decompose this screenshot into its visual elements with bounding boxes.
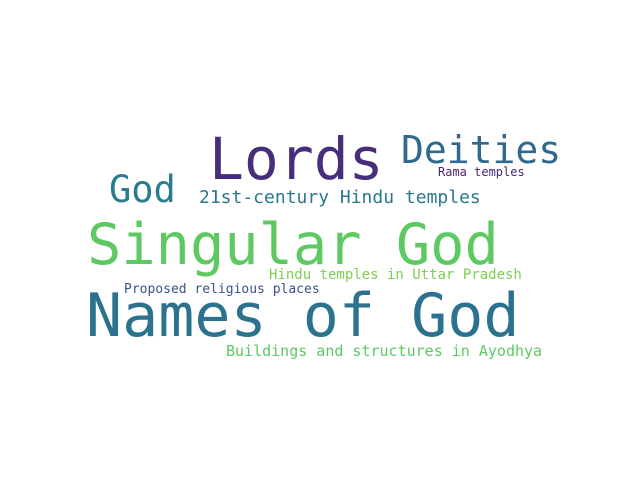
word-rama-temples: Rama temples [438, 165, 525, 179]
word-proposed-religious-places: Proposed religious places [124, 282, 320, 297]
word-21st-century-hindu-temples: 21st-century Hindu temples [199, 187, 481, 208]
word-hindu-temples-in-uttar-pradesh: Hindu temples in Uttar Pradesh [269, 267, 522, 283]
word-god: God [109, 168, 176, 211]
word-deities: Deities [401, 128, 562, 172]
word-singular-god: Singular God [87, 212, 499, 278]
word-names-of-god: Names of God [86, 281, 520, 351]
word-lords: Lords [209, 125, 384, 193]
word-buildings-and-structures-in-ayodhya: Buildings and structures in Ayodhya [226, 342, 543, 360]
